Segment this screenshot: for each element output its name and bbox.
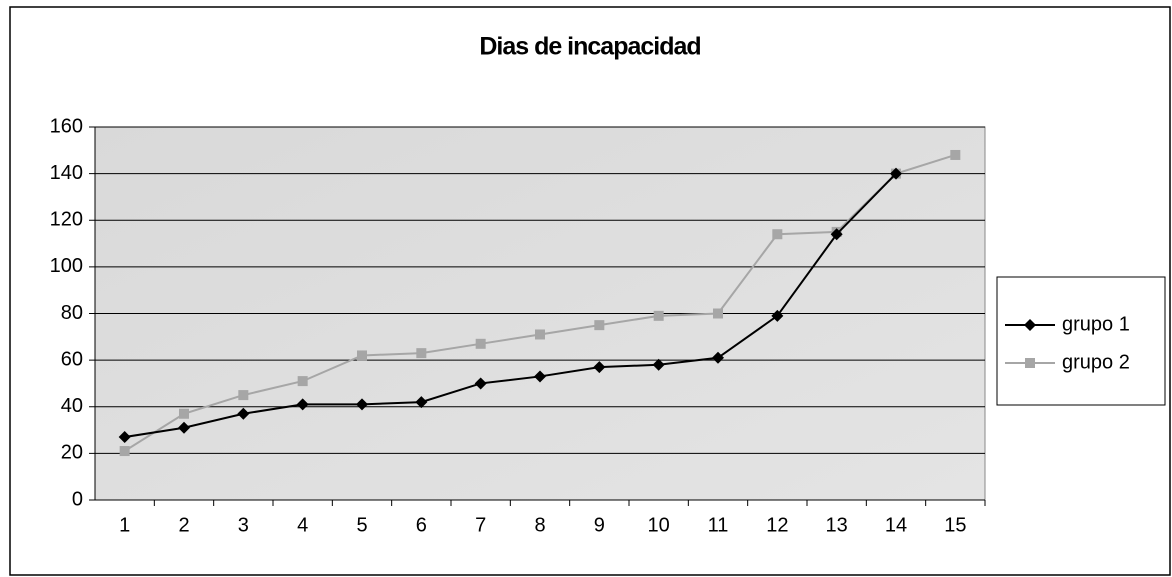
data-point (118, 431, 131, 444)
data-point (772, 229, 783, 240)
x-tick-label: 4 (297, 514, 308, 536)
data-point (119, 446, 130, 457)
y-tick-label: 0 (72, 488, 83, 510)
y-tick-label: 40 (61, 395, 83, 417)
data-point (238, 390, 249, 401)
data-point (178, 421, 190, 434)
data-point (890, 167, 902, 180)
x-tick-label: 12 (766, 514, 788, 536)
data-point (356, 398, 368, 411)
y-tick-label: 100 (50, 255, 83, 277)
data-point (237, 407, 250, 420)
x-tick-label: 7 (475, 514, 486, 536)
data-point (535, 329, 545, 340)
x-tick-label: 11 (708, 514, 729, 536)
x-tick-label: 14 (885, 514, 907, 536)
data-point (771, 309, 784, 322)
data-point (950, 149, 961, 160)
x-tick-label: 15 (944, 514, 966, 536)
x-tick-label: 6 (416, 514, 427, 536)
y-tick-label: 160 (50, 115, 83, 137)
data-point (179, 408, 189, 419)
chart-title: Dias de incapacidad (479, 33, 700, 61)
data-point (416, 348, 427, 359)
y-tick-label: 120 (50, 209, 83, 231)
x-tick-label: 13 (826, 514, 848, 536)
x-tick-label: 10 (648, 514, 670, 536)
data-point (534, 370, 546, 383)
legend-label: grupo 2 (1062, 351, 1130, 373)
x-tick-label: 1 (119, 514, 130, 536)
x-tick-label: 8 (534, 514, 545, 536)
data-point (594, 320, 605, 331)
data-point (296, 398, 309, 411)
legend-marker (1024, 319, 1036, 331)
data-point (652, 358, 665, 371)
data-point (415, 396, 428, 409)
x-tick-label: 2 (178, 514, 189, 536)
legend-box (996, 276, 1166, 406)
data-point (357, 350, 367, 361)
legend-marker (1025, 358, 1035, 368)
data-point (653, 310, 664, 321)
legend-label: grupo 1 (1062, 313, 1130, 335)
x-tick-label: 5 (356, 514, 367, 536)
data-point (593, 361, 606, 374)
y-tick-label: 80 (61, 302, 83, 324)
x-tick-label: 3 (238, 514, 249, 536)
y-tick-label: 60 (61, 348, 83, 370)
data-point (475, 338, 486, 349)
x-tick-label: 9 (594, 514, 605, 536)
data-point (297, 376, 308, 387)
data-point (830, 228, 843, 241)
series-line (124, 172, 897, 439)
data-point (474, 377, 487, 390)
y-tick-label: 140 (50, 162, 83, 184)
data-point (713, 308, 723, 319)
y-tick-label: 20 (61, 442, 83, 464)
data-point (712, 351, 724, 364)
